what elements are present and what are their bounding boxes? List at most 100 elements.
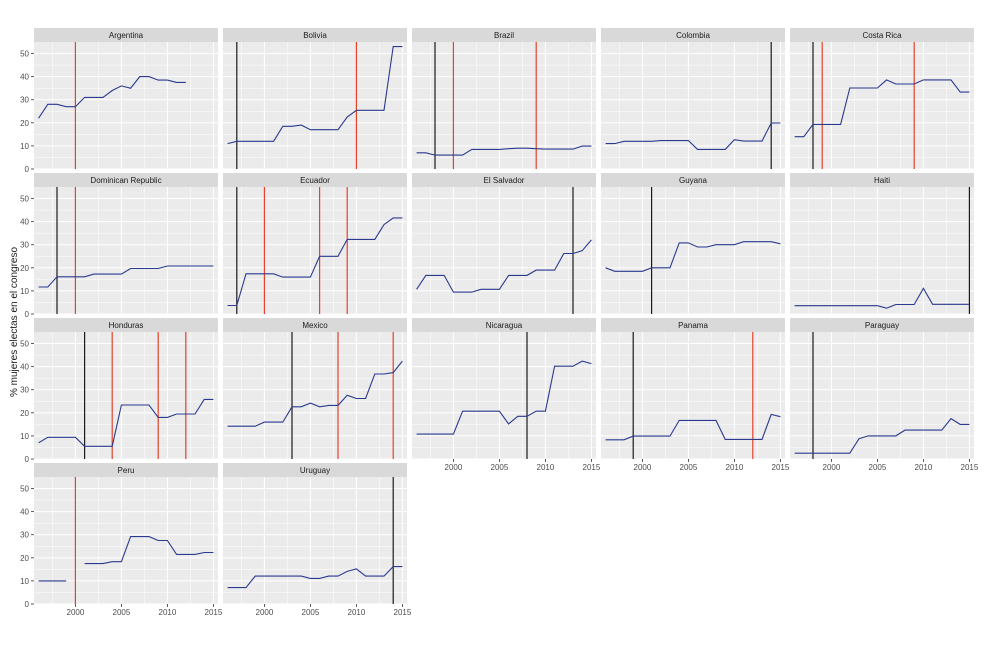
panel-background: [412, 187, 596, 314]
panel-dominican-republic: Dominican Republic 0 10 20 30 40 50: [20, 173, 218, 319]
panel-paraguay: Paraguay 2000 2005 2010 2015: [790, 318, 979, 472]
panel-title-colombia: Colombia: [676, 31, 710, 40]
panel-strip: [34, 463, 218, 477]
y-tick-label: 50: [20, 485, 29, 494]
y-tick-label: 20: [20, 554, 29, 563]
x-tick-label: 2015: [772, 463, 790, 472]
panel-background: [412, 332, 596, 459]
panel-background: [223, 332, 407, 459]
x-tick-label: 2015: [394, 608, 412, 617]
y-tick-label: 0: [25, 310, 30, 319]
panel-argentina: Argentina 0 10 20 30 40 50: [20, 28, 218, 174]
series-line-el-salvador: [416, 239, 592, 293]
panel-strip: [601, 173, 785, 187]
y-tick-label: 10: [20, 432, 29, 441]
panel-background: [223, 42, 407, 169]
y-tick-label: 50: [20, 195, 29, 204]
x-tick-label: 2010: [348, 608, 366, 617]
panel-background: [34, 42, 218, 169]
panel-uruguay: Uruguay 2000 2005 2010 2015: [223, 463, 412, 617]
x-tick-label: 2010: [159, 608, 177, 617]
panel-ecuador: Ecuador: [223, 173, 407, 315]
x-tick-label: 2005: [113, 608, 131, 617]
panel-title-haiti: Haiti: [874, 176, 890, 185]
x-tick-label: 2015: [205, 608, 223, 617]
panel-title-uruguay: Uruguay: [300, 466, 330, 475]
x-tick-label: 2005: [869, 463, 887, 472]
panel-title-ecuador: Ecuador: [300, 176, 330, 185]
panel-panama: Panama 2000 2005 2010 2015: [601, 318, 790, 472]
series-line-uruguay: [227, 566, 403, 589]
panel-background: [34, 187, 218, 314]
x-tick-label: 2000: [634, 463, 652, 472]
x-tick-label: 2010: [537, 463, 555, 472]
panel-title-paraguay: Paraguay: [865, 321, 899, 330]
panel-strip: [34, 28, 218, 42]
panel-strip: [412, 28, 596, 42]
panel-strip: [223, 173, 407, 187]
series-line-colombia: [605, 122, 781, 150]
panel-costa-rica: Costa Rica: [790, 28, 974, 170]
x-tick-label: 2005: [680, 463, 698, 472]
panel-title-argentina: Argentina: [109, 31, 144, 40]
y-tick-label: 50: [20, 50, 29, 59]
panel-strip: [412, 318, 596, 332]
series-line-panama: [605, 413, 781, 441]
series-line-ecuador: [227, 217, 403, 307]
panel-title-panama: Panama: [678, 321, 708, 330]
series-line-nicaragua: [416, 360, 592, 435]
y-tick-label: 20: [20, 119, 29, 128]
y-tick-label: 10: [20, 142, 29, 151]
panel-strip: [790, 318, 974, 332]
facet-panels: Argentina 0 10 20 30 40 50 Bolivia Brazil Colombi…: [20, 28, 979, 617]
panel-title-nicaragua: Nicaragua: [486, 321, 523, 330]
panel-strip: [223, 463, 407, 477]
series-line-argentina: [38, 76, 186, 119]
panel-strip: [790, 28, 974, 42]
y-tick-label: 20: [20, 409, 29, 418]
panel-background: [601, 332, 785, 459]
panel-bolivia: Bolivia: [223, 28, 407, 170]
panel-haiti: Haiti: [790, 173, 974, 315]
y-tick-label: 0: [25, 165, 30, 174]
x-tick-label: 2015: [961, 463, 979, 472]
y-tick-label: 10: [20, 287, 29, 296]
series-line-paraguay: [794, 417, 970, 454]
series-line-brazil: [416, 145, 592, 156]
x-tick-label: 2000: [823, 463, 841, 472]
panel-strip: [601, 318, 785, 332]
panel-background: [223, 477, 407, 604]
y-tick-label: 50: [20, 340, 29, 349]
y-tick-label: 10: [20, 577, 29, 586]
panel-strip: [34, 173, 218, 187]
series-line-haiti: [794, 287, 970, 309]
x-tick-label: 2000: [445, 463, 463, 472]
series-line-dominican-republic: [38, 265, 214, 288]
panel-background: [34, 477, 218, 604]
y-tick-label: 30: [20, 531, 29, 540]
panel-background: [601, 187, 785, 314]
x-tick-label: 2005: [302, 608, 320, 617]
panel-title-costa-rica: Costa Rica: [862, 31, 902, 40]
panel-colombia: Colombia: [601, 28, 785, 170]
panel-title-honduras: Honduras: [109, 321, 144, 330]
panel-strip: [223, 318, 407, 332]
x-tick-label: 2015: [583, 463, 601, 472]
panel-title-brazil: Brazil: [494, 31, 514, 40]
series-line-costa-rica: [794, 79, 970, 138]
panel-guyana: Guyana: [601, 173, 785, 315]
series-line-bolivia: [227, 46, 403, 145]
panel-background: [790, 42, 974, 169]
y-tick-label: 40: [20, 73, 29, 82]
series-line-honduras: [38, 398, 214, 447]
panel-background: [412, 42, 596, 169]
panel-title-el-salvador: El Salvador: [484, 176, 525, 185]
panel-strip: [412, 173, 596, 187]
x-tick-label: 2005: [491, 463, 509, 472]
panel-strip: [790, 173, 974, 187]
panel-peru: Peru 0 10 20 30 40 50 2000 2005 2010 2015: [20, 463, 223, 617]
panel-background: [790, 187, 974, 314]
panel-honduras: Honduras 0 10 20 30 40 50: [20, 318, 218, 464]
y-tick-label: 30: [20, 241, 29, 250]
